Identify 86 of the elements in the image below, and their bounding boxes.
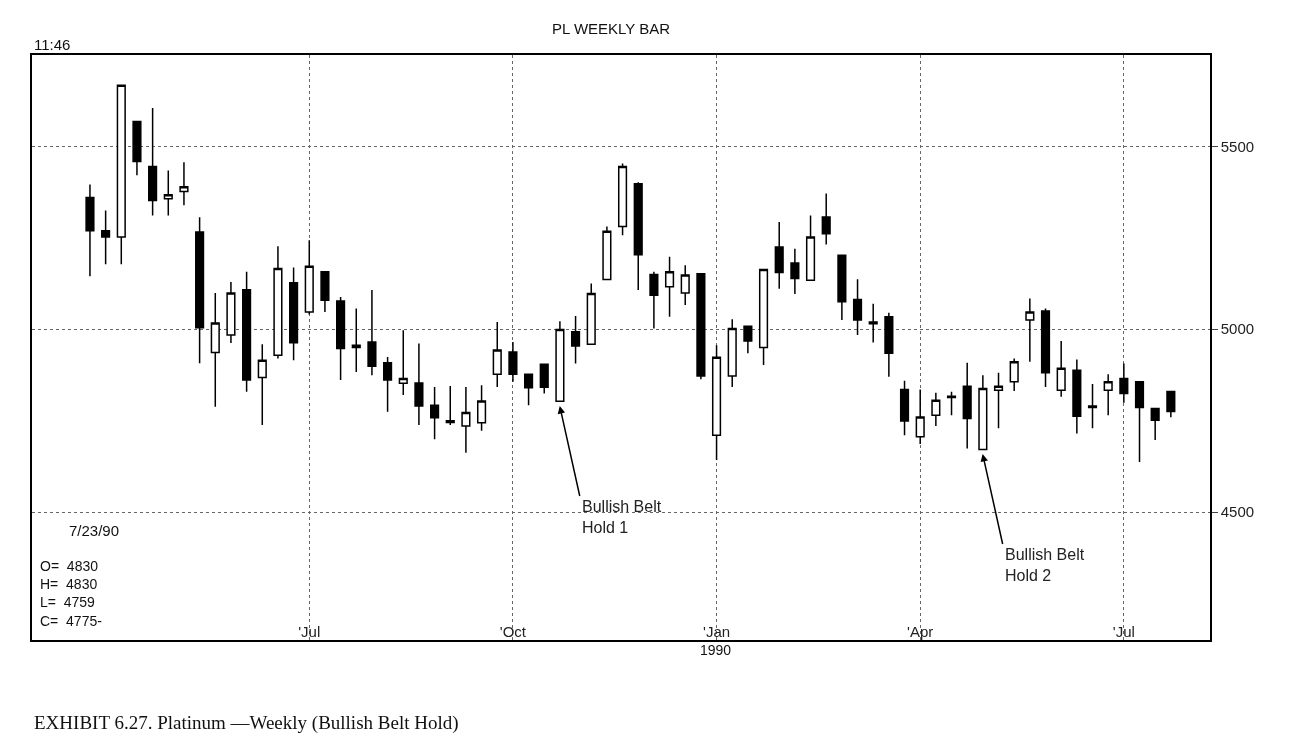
candlestick (85, 183, 95, 277)
y-tick-label: 5000 (1220, 320, 1255, 338)
candlestick (163, 169, 173, 217)
candlestick (743, 325, 753, 355)
candlestick (727, 318, 737, 388)
candlestick (884, 312, 894, 378)
annotation: O= 4830 H= 4830 L= 4759 C= 4775- (40, 558, 103, 629)
candlestick (586, 282, 596, 345)
text: 11:46 (34, 36, 71, 53)
candlestick (523, 373, 534, 407)
candlestick (1166, 390, 1176, 419)
candlestick (821, 192, 831, 246)
candlestick (351, 307, 361, 373)
candlestick (1103, 373, 1113, 416)
candlestick (289, 266, 299, 362)
candlestick (367, 289, 377, 377)
candlestick (273, 245, 283, 360)
annotation: Bullish Belt Hold 1 (582, 498, 662, 536)
candlestick (962, 362, 972, 450)
candlestick (602, 225, 612, 281)
candlestick (148, 107, 158, 217)
annotation: 7/23/90 (69, 522, 120, 539)
candlestick (805, 214, 816, 281)
candlestick (132, 120, 142, 177)
candlestick (696, 272, 706, 381)
candlestick (978, 374, 988, 451)
text: EXHIBIT 6.27. Platinum —Weekly (Bullish Belt Hold) (34, 712, 459, 734)
candlestick (868, 302, 878, 344)
candlestick (116, 84, 126, 265)
candlestick (508, 341, 518, 383)
x-tick-label: 'Jul (1112, 623, 1135, 641)
candlestick (383, 356, 393, 413)
x-tick-label: 'Apr (907, 623, 934, 641)
candlestick (539, 363, 549, 395)
candlestick (774, 221, 784, 290)
candlestick (633, 181, 643, 291)
candlestick (931, 392, 941, 427)
candlestick (946, 390, 957, 416)
annotation: Bullish Belt Hold 2 (1005, 546, 1085, 584)
candlestick (915, 388, 925, 445)
candlestick (414, 342, 424, 426)
candlestick (1040, 307, 1051, 388)
candlestick (790, 248, 800, 295)
candlestick (226, 281, 236, 344)
candlestick (461, 386, 471, 454)
candlestick (664, 256, 675, 318)
x-tick-label: 'Jul (298, 623, 321, 641)
candlestick (320, 271, 330, 313)
candlestick (1087, 383, 1098, 430)
candlestick (1119, 362, 1129, 404)
candlestick (492, 321, 502, 388)
candlestick (711, 344, 722, 461)
candlestick (430, 386, 440, 441)
candlestick (1056, 340, 1066, 398)
candlestick (304, 239, 314, 316)
candlestick (476, 384, 487, 432)
candlestick (445, 385, 455, 426)
candlestick (1072, 358, 1082, 435)
candlestick (899, 380, 910, 436)
x-tick-label: 'Oct (499, 623, 527, 641)
candlestick (993, 371, 1004, 430)
candlestick (1150, 407, 1160, 441)
text: 1990 (700, 642, 732, 658)
candlestick (179, 161, 189, 207)
candlestick (242, 271, 252, 393)
candlestick (101, 209, 111, 265)
candlestick (257, 343, 267, 426)
candlestick (649, 271, 659, 330)
candlestick (1025, 297, 1035, 363)
y-tick-label: 4500 (1220, 503, 1255, 521)
candlestick (195, 216, 205, 364)
chart-title: PL WEEKLY BAR (551, 19, 671, 37)
candlestick (837, 254, 847, 321)
candlestick (398, 329, 408, 396)
candlestick (852, 278, 863, 336)
candlestick (570, 315, 581, 365)
y-tick-label: 5500 (1220, 137, 1255, 155)
candlestick (555, 320, 565, 402)
candlestick (758, 268, 769, 366)
candlestick (210, 292, 220, 408)
candlestick (680, 264, 690, 306)
candlestick (617, 162, 628, 236)
x-tick-label: 'Jan (703, 623, 731, 641)
candlestick (336, 296, 346, 381)
candlestick (1134, 381, 1145, 463)
candlestick (1009, 357, 1019, 392)
